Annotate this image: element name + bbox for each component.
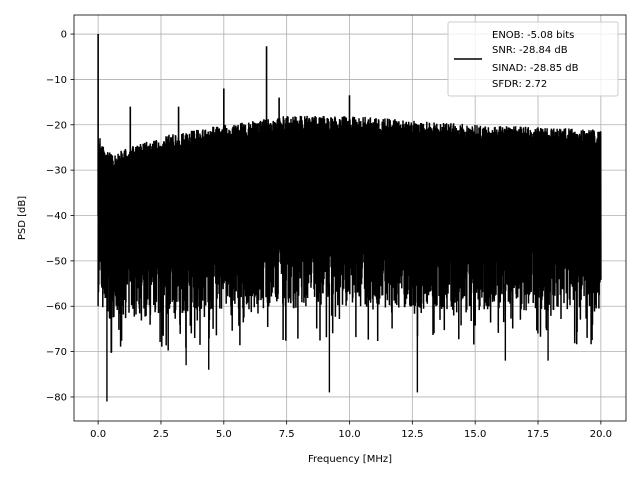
x-axis: 0.0 2.5 5.0 7.5 10.0 12.5 15.0 17.5 20.0	[90, 421, 612, 440]
y-tick-label: −20	[46, 120, 67, 131]
x-tick-label: 5.0	[216, 429, 232, 440]
x-tick-label: 7.5	[279, 429, 295, 440]
x-tick-label: 10.0	[338, 429, 360, 440]
y-tick-label: −60	[46, 302, 67, 313]
y-tick-label: −40	[46, 211, 67, 222]
legend-entry-enob: ENOB: -5.08 bits	[492, 30, 574, 41]
psd-trace	[97, 115, 602, 353]
legend-box	[447, 21, 619, 97]
plot-area	[97, 34, 602, 402]
legend-entry-sinad: SINAD: -28.85 dB	[492, 63, 579, 74]
y-tick-label: 0	[61, 30, 67, 41]
y-tick-label: −70	[46, 347, 67, 358]
x-tick-label: 12.5	[401, 429, 423, 440]
x-tick-label: 0.0	[90, 429, 106, 440]
y-axis: 0 −10 −20 −30 −40 −50 −60 −70 −80	[46, 30, 74, 403]
x-tick-label: 15.0	[464, 429, 486, 440]
legend: ENOB: -5.08 bits SNR: -28.84 dB SINAD: -…	[447, 21, 619, 97]
y-tick-label: −80	[46, 392, 67, 403]
legend-entry-sfdr: SFDR: 2.72	[492, 79, 547, 90]
x-axis-label: Frequency [MHz]	[308, 454, 392, 465]
y-tick-label: −50	[46, 256, 67, 267]
x-tick-label: 17.5	[527, 429, 549, 440]
y-tick-label: −10	[46, 75, 67, 86]
y-axis-label: PSD [dB]	[17, 196, 28, 240]
y-tick-label: −30	[46, 166, 67, 177]
x-tick-label: 20.0	[590, 429, 612, 440]
x-tick-label: 2.5	[153, 429, 169, 440]
axes-frame	[73, 14, 627, 422]
legend-entry-snr: SNR: -28.84 dB	[492, 45, 568, 56]
